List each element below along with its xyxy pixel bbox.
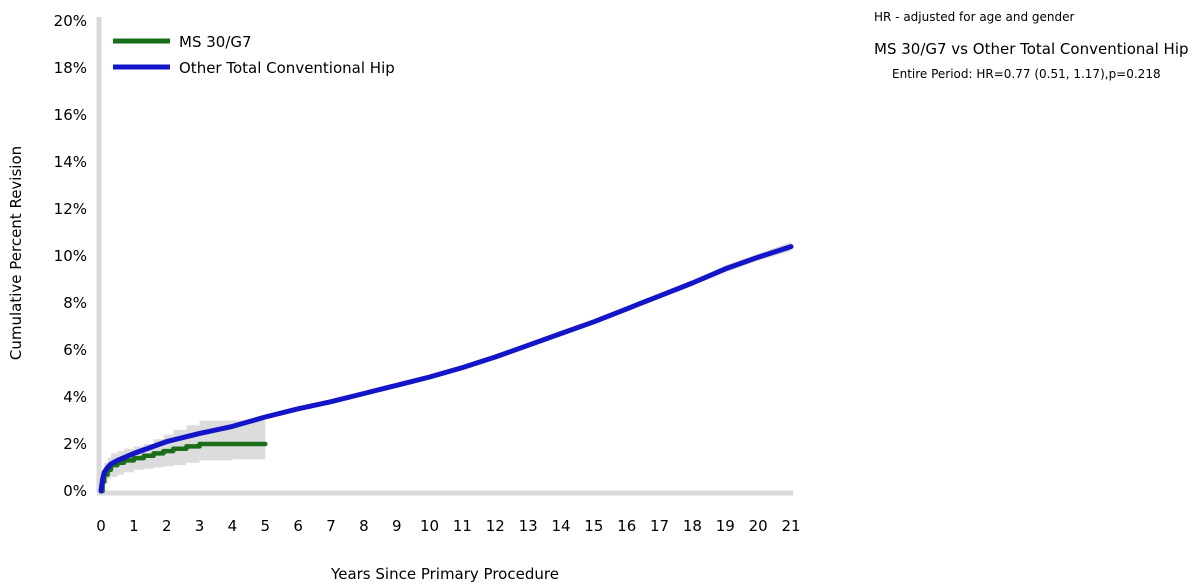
y-tick-label: 6% xyxy=(63,341,87,359)
y-tick-label: 10% xyxy=(54,247,87,265)
y-tick-label: 16% xyxy=(54,106,87,124)
x-tick-label: 2 xyxy=(162,517,172,535)
y-tick-label: 8% xyxy=(63,294,87,312)
x-tick-label: 7 xyxy=(326,517,336,535)
axes xyxy=(96,17,793,496)
legend-label-0: MS 30/G7 xyxy=(179,33,252,51)
x-tick-label: 13 xyxy=(519,517,538,535)
series-line-0 xyxy=(98,441,268,494)
confidence-bands xyxy=(101,241,791,491)
entire-period-hr: Entire Period: HR=0.77 (0.51, 1.17),p=0.… xyxy=(892,67,1161,81)
tick-labels: 0%2%4%6%8%10%12%14%16%18%20%0 1 2 3 4 5 6 7 8 9 10… xyxy=(54,12,801,535)
x-tick-label: 0 xyxy=(96,517,106,535)
x-tick-label: 6 xyxy=(293,517,303,535)
x-tick-label: 1 xyxy=(129,517,139,535)
x-tick-label: 16 xyxy=(617,517,636,535)
y-tick-label: 14% xyxy=(54,153,87,171)
x-tick-label: 12 xyxy=(486,517,505,535)
legend: MS 30/G7 Other Total Conventional Hip xyxy=(113,33,395,77)
x-tick-label: 21 xyxy=(781,517,800,535)
x-tick-label: 8 xyxy=(359,517,369,535)
x-tick-label: 14 xyxy=(551,517,570,535)
y-tick-label: 18% xyxy=(54,59,87,77)
ci-band-0 xyxy=(101,420,266,491)
x-tick-label: 5 xyxy=(261,517,271,535)
x-tick-label: 4 xyxy=(228,517,238,535)
x-tick-label: 10 xyxy=(420,517,439,535)
comparison-title: MS 30/G7 vs Other Total Conventional Hip xyxy=(874,40,1189,58)
y-tick-label: 0% xyxy=(63,482,87,500)
series-lines xyxy=(98,244,794,494)
y-tick-label: 4% xyxy=(63,388,87,406)
x-axis-title: Years Since Primary Procedure xyxy=(330,565,559,583)
x-tick-label: 19 xyxy=(716,517,735,535)
x-tick-label: 20 xyxy=(749,517,768,535)
y-tick-label: 12% xyxy=(54,200,87,218)
y-tick-label: 20% xyxy=(54,12,87,30)
x-tick-label: 18 xyxy=(683,517,702,535)
x-tick-label: 9 xyxy=(392,517,402,535)
series-line-1 xyxy=(98,244,794,494)
hr-adjustment-note: HR - adjusted for age and gender xyxy=(874,10,1075,24)
legend-label-1: Other Total Conventional Hip xyxy=(179,59,395,77)
x-tick-label: 17 xyxy=(650,517,669,535)
x-tick-label: 11 xyxy=(453,517,472,535)
x-tick-label: 15 xyxy=(584,517,603,535)
y-tick-label: 2% xyxy=(63,435,87,453)
y-axis-title: Cumulative Percent Revision xyxy=(7,146,25,360)
x-tick-label: 3 xyxy=(195,517,205,535)
